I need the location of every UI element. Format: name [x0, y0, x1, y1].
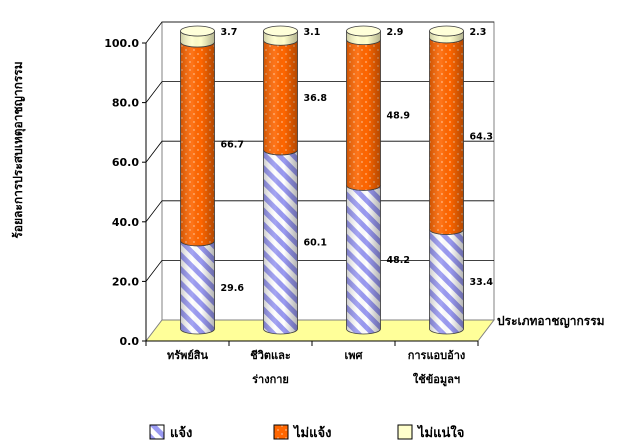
x-axis-title: ประเภทอาชญากรรม: [497, 314, 605, 328]
y-tick-label: 0.0: [120, 335, 140, 348]
gridline: [145, 21, 494, 44]
data-label-unsure: 2.3: [470, 27, 487, 38]
bar-segment: [346, 25, 381, 46]
legend-swatch-unsure: [397, 424, 413, 440]
bar-shading: [429, 229, 464, 334]
data-label-unsure: 3.1: [304, 27, 321, 38]
x-category-label: การแอบอ้างใช้ข้อมูลฯ: [408, 349, 466, 387]
bar-shading: [180, 31, 215, 48]
bar-series: [180, 25, 464, 335]
data-label-reported: 29.6: [221, 283, 245, 294]
bar-shading: [346, 39, 381, 191]
data-label-reported: 48.2: [387, 255, 410, 266]
bar-shading: [346, 31, 381, 45]
legend-item: ไม่แน่ใจ: [397, 424, 464, 441]
legend-label: แจ้ง: [170, 425, 192, 441]
legend-item: ไม่แจ้ง: [273, 424, 331, 441]
y-tick-label: 20.0: [112, 275, 139, 288]
data-label-not-reported: 66.7: [221, 139, 244, 150]
y-tick-label: 100.0: [104, 37, 139, 50]
bar-segment: [429, 25, 464, 44]
bar-segment: [263, 25, 298, 46]
bar-shading: [263, 31, 298, 46]
gridline: [145, 259, 494, 282]
legend-label: ไม่แน่ใจ: [416, 424, 464, 441]
data-label-not-reported: 64.3: [470, 132, 493, 143]
axes: [142, 42, 479, 346]
bar-stack: [180, 25, 215, 335]
bar-shading: [429, 37, 464, 235]
bar-segment: [346, 185, 381, 335]
x-category-label: ทรัพย์สิน: [167, 349, 209, 362]
data-label-not-reported: 48.9: [387, 111, 410, 122]
x-category-label: ชีวิตและร่างกาย: [250, 349, 291, 386]
data-label-unsure: 2.9: [387, 27, 404, 38]
gridline: [145, 140, 494, 163]
gridline: [145, 200, 494, 223]
y-tick-labels: 0.0 20.0 40.0 60.0 80.0 100.0: [104, 37, 139, 348]
bar-cap: [263, 25, 298, 37]
bar-cap: [346, 25, 381, 37]
bar-segment: [180, 41, 215, 247]
bar-shading: [180, 42, 215, 246]
y-axis-title: ร้อยละการประสบเหตุอาชญากรรม: [11, 61, 26, 238]
y-tick-label: 40.0: [112, 216, 139, 229]
legend-swatch-reported: [149, 424, 165, 440]
bar-segment: [429, 37, 464, 235]
data-labels: 29.6 66.7 3.7 60.1 36.8 3.1 48.2 48.9 2.9 33.4 64.…: [221, 27, 494, 294]
bar-segment: [180, 25, 215, 48]
bar-segment: [263, 40, 298, 156]
data-label-reported: 33.4: [470, 277, 494, 288]
legend-label: ไม่แจ้ง: [292, 424, 331, 441]
bar-shading: [346, 185, 381, 334]
bar-cap: [180, 25, 215, 37]
legend: แจ้ง ไม่แจ้ง ไม่แน่ใจ: [149, 424, 464, 441]
bar-shading: [180, 240, 215, 334]
bar-segment: [346, 39, 381, 191]
data-label-unsure: 3.7: [221, 27, 238, 38]
bar-segment: [263, 149, 298, 335]
data-label-not-reported: 36.8: [304, 93, 328, 104]
y-tick-label: 60.0: [112, 156, 139, 169]
x-category-label: เพศ: [345, 349, 364, 362]
bar-shading: [263, 40, 298, 155]
bar-segment: [180, 240, 215, 335]
bar-shading: [429, 31, 464, 43]
bar-segment: [429, 229, 464, 335]
bar-stack: [263, 25, 298, 335]
bar-cap: [429, 25, 464, 37]
legend-swatch-not-reported: [273, 424, 289, 440]
data-label-reported: 60.1: [304, 237, 327, 248]
y-tick-label: 80.0: [112, 97, 139, 110]
legend-item: แจ้ง: [149, 424, 192, 441]
bar-stack: [429, 25, 464, 335]
bar-shading: [263, 149, 298, 334]
gridlines: [145, 21, 494, 282]
bar-stack: [346, 25, 381, 335]
category-labels: ทรัพย์สิน ชีวิตและร่างกาย เพศ การแอบอ้างใช้…: [167, 349, 465, 387]
gridline: [145, 81, 494, 103]
